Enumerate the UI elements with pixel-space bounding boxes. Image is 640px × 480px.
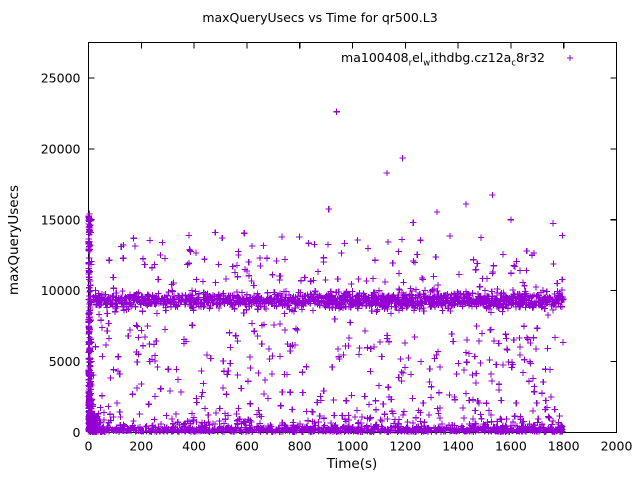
y-axis-label: maxQueryUsecs <box>6 185 22 295</box>
y-tick-label: 10000 <box>41 283 81 298</box>
x-tick-label: 200 <box>129 439 153 454</box>
legend-marker-plus-icon <box>566 54 574 62</box>
y-axis-label-text: maxQueryUsecs <box>6 185 22 295</box>
x-tick-label: 0 <box>85 439 93 454</box>
x-tick-label: 1200 <box>389 439 421 454</box>
x-tick-label: 1600 <box>495 439 527 454</box>
chart-title: maxQueryUsecs vs Time for qr500.L3 <box>202 10 437 25</box>
data-point-group <box>85 108 567 436</box>
x-axis-ticks: 0 200 400 600 800 1000 1200 1400 1600 1800 2000 <box>85 42 633 454</box>
legend: ma100408relwithdbg.cz12ac8r32 <box>341 50 574 69</box>
y-tick-label: 20000 <box>41 141 81 156</box>
x-axis-label-text: Time(s) <box>326 456 378 472</box>
y-tick-label: 5000 <box>49 354 81 369</box>
x-tick-label: 1400 <box>442 439 474 454</box>
y-tick-label: 25000 <box>41 70 81 85</box>
x-tick-label: 400 <box>182 439 206 454</box>
x-tick-label: 1000 <box>337 439 369 454</box>
x-tick-label: 2000 <box>601 439 633 454</box>
x-tick-label: 800 <box>288 439 312 454</box>
y-tick-label: 15000 <box>41 212 81 227</box>
y-axis-ticks: 0 5000 10000 15000 20000 25000 <box>41 70 617 440</box>
y-tick-label: 0 <box>73 425 81 440</box>
x-tick-label: 1800 <box>548 439 580 454</box>
legend-series-label: ma100408relwithdbg.cz12ac8r32 <box>341 50 545 69</box>
x-tick-label: 600 <box>235 439 259 454</box>
